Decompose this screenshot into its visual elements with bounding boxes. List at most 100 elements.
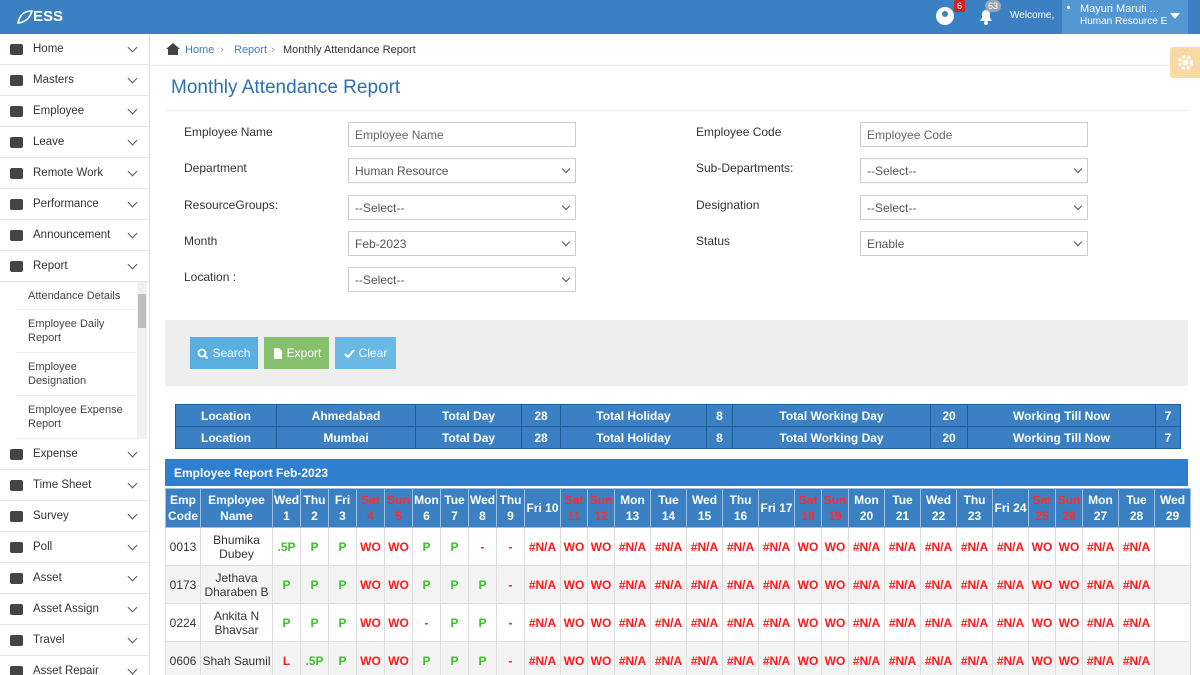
summary-cell: Total Holiday [560,404,707,427]
user-name: Mayuri Maruti ... [1080,3,1159,15]
attendance-cell: - [412,603,441,642]
menu-icon [10,136,23,148]
attendance-cell: #N/A [920,527,957,566]
summary-cell: 28 [521,404,561,427]
user-role: Human Resource E [1080,16,1168,27]
menu-item[interactable]: Leave [0,127,149,158]
chevron [127,228,138,239]
attendance-cell: #N/A [524,641,561,675]
employee-name: Bhumika Dubey [200,527,273,566]
main-content: Home › Report › Monthly Attendance Repor… [150,34,1200,675]
attendance-cell: #N/A [722,565,759,604]
menu-item[interactable]: Asset Repair [0,656,149,675]
button[interactable]: Clear [335,337,396,369]
column-header: Mon 6 [412,488,441,528]
text-input[interactable]: Employee Name [348,122,576,147]
attendance-cell: #N/A [956,641,993,675]
menu-icon [10,634,23,646]
chevron [127,197,138,208]
menu-icon [10,541,23,553]
chevron [127,509,138,520]
column-header: Sun 12 [587,488,615,528]
menu-icon [10,105,23,117]
menu-item[interactable]: Home [0,34,149,65]
bell-icon[interactable] [976,6,996,26]
submenu-item[interactable]: Attendance Details [16,282,136,310]
user-icon[interactable] [935,6,955,26]
attendance-cell: #N/A [956,603,993,642]
column-header: Wed 29 [1154,488,1191,528]
column-header: Wed 22 [920,488,957,528]
dropdown[interactable]: Feb-2023 [348,231,576,256]
menu-icon [10,198,23,210]
attendance-cell: #N/A [650,641,687,675]
menu-icon [10,479,23,491]
menu-label: Expense [33,448,78,460]
dropdown[interactable]: Human Resource [348,158,576,183]
menu-item[interactable]: Masters [0,65,149,96]
breadcrumb-link[interactable]: Home [185,44,215,56]
attendance-cell: #N/A [848,565,885,604]
summary-cell: Ahmedabad [276,404,416,427]
menu-item[interactable]: Poll [0,532,149,563]
field-label: Employee Code [696,125,782,139]
attendance-cell: #N/A [650,527,687,566]
submenu-item[interactable]: Employee Daily Report [16,310,136,353]
attendance-cell: WO [794,565,822,604]
dropdown[interactable]: Enable [860,231,1088,256]
attendance-cell [1154,603,1191,642]
text-input[interactable]: Employee Code [860,122,1088,147]
attendance-cell: #N/A [650,565,687,604]
status-dot [1067,6,1070,9]
menu-item[interactable]: Asset Assign [0,594,149,625]
attendance-cell: #N/A [686,641,723,675]
user-menu[interactable]: Mayuri Maruti ... Human Resource E [1062,0,1188,34]
button[interactable]: Search [190,337,258,369]
attendance-cell: P [300,565,329,604]
dropdown[interactable]: --Select-- [860,195,1088,220]
menu-label: Survey [33,510,69,522]
attendance-cell: - [468,527,497,566]
attendance-cell: P [300,603,329,642]
dropdown[interactable]: --Select-- [860,158,1088,183]
menu-item[interactable]: Employee [0,96,149,127]
attendance-cell: P [468,641,497,675]
menu-label: Asset [33,572,62,584]
chevron [127,42,138,53]
menu-label: Home [33,43,64,55]
breadcrumb-link[interactable]: Report [234,44,268,56]
submenu-item[interactable]: Employee Expense Report [16,396,136,439]
summary-cell: 8 [706,426,733,449]
menu-item[interactable]: Asset [0,563,149,594]
summary-cell: 20 [930,404,968,427]
menu-item[interactable]: Expense [0,439,149,470]
dropdown[interactable]: --Select-- [348,195,576,220]
submenu-item[interactable]: Employee Designation [16,353,136,396]
attendance-cell: P [440,603,469,642]
button[interactable]: Export [264,337,329,369]
logo[interactable]: ESS [33,8,64,25]
attendance-cell: #N/A [686,603,723,642]
attendance-cell: #N/A [758,641,795,675]
column-header: Wed 1 [272,488,301,528]
menu-item[interactable]: Survey [0,501,149,532]
menu-item[interactable]: Report [0,251,149,282]
settings-button[interactable] [1170,47,1200,78]
button-icon [343,348,355,358]
chevron [127,540,138,551]
menu-item[interactable]: Remote Work [0,158,149,189]
menu-item[interactable]: Announcement [0,220,149,251]
attendance-cell: WO [356,641,385,675]
menu-item[interactable]: Time Sheet [0,470,149,501]
summary-cell: Total Working Day [732,426,931,449]
chevron [127,447,138,458]
separator: › [220,44,224,56]
dropdown[interactable]: --Select-- [348,267,576,292]
menu-item[interactable]: Travel [0,625,149,656]
menu-item[interactable]: Performance [0,189,149,220]
attendance-cell: P [440,527,469,566]
column-header: Wed 15 [686,488,723,528]
separator: › [271,44,275,56]
employee-code: 0173 [165,565,201,604]
summary-cell: Total Day [415,426,522,449]
